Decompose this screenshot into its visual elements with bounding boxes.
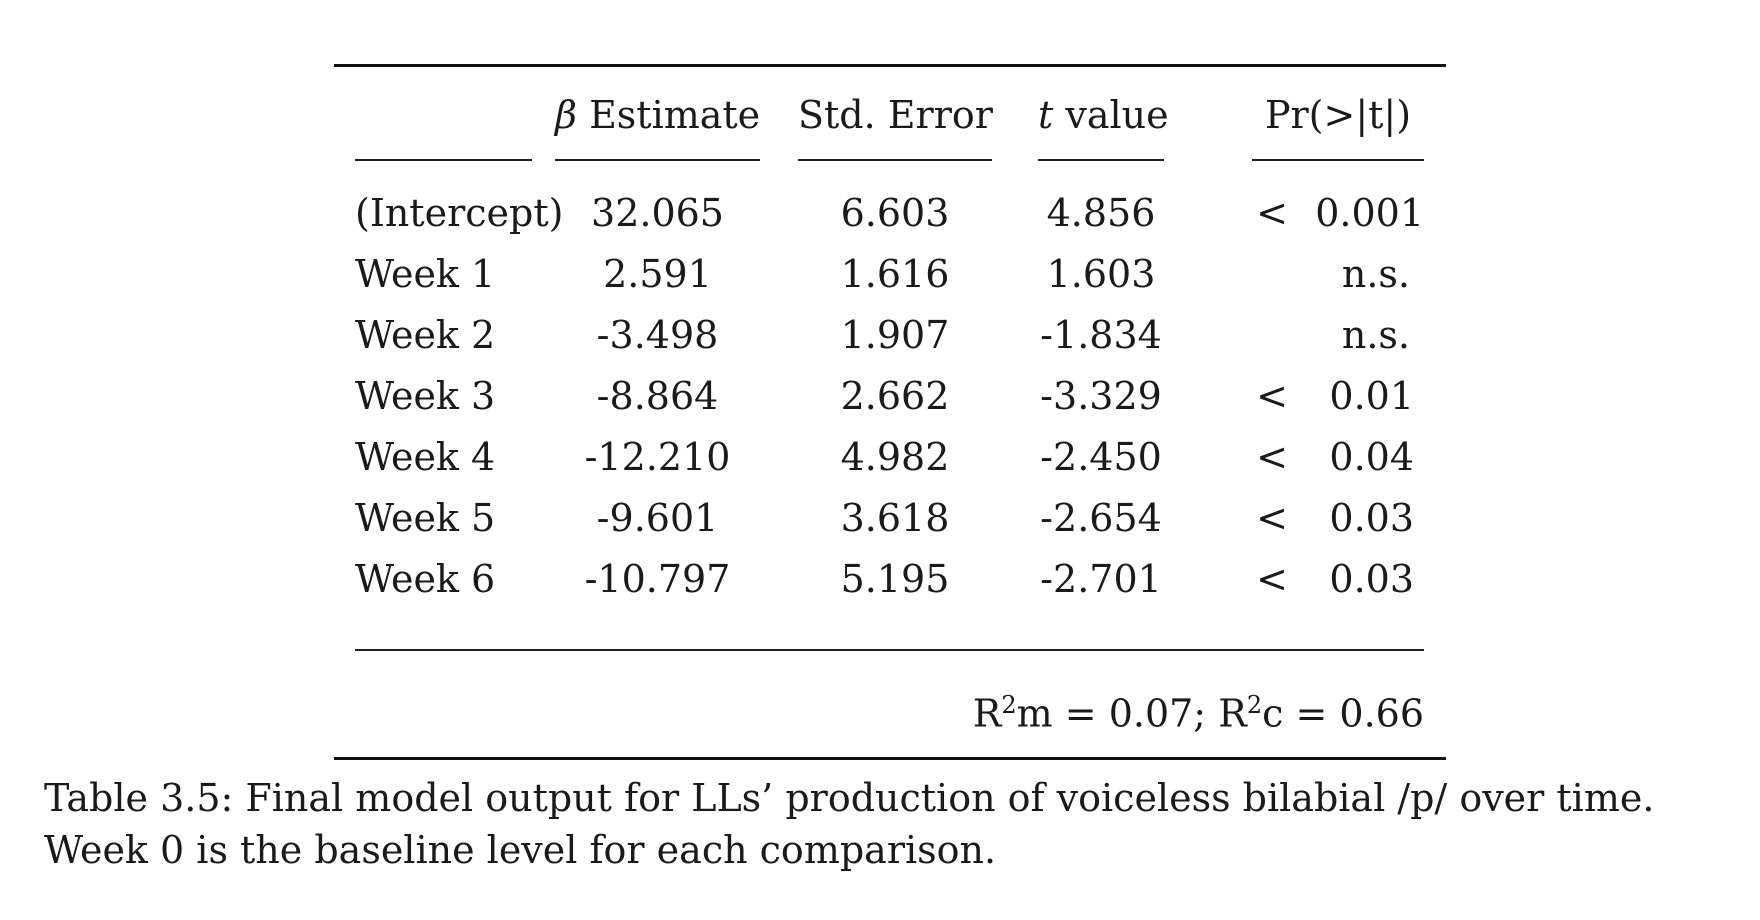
table-body: (Intercept) 32.065 6.603 4.856 < 0.001 W… — [334, 165, 1446, 601]
row-p-value: 0.03 — [1329, 557, 1414, 601]
table-row: Week 2 -3.498 1.907 -1.834 n.s. — [334, 313, 1446, 374]
row-estimate: 2.591 — [603, 252, 712, 296]
row-std-error: 1.616 — [840, 252, 950, 296]
table-row: Week 6 -10.797 5.195 -2.701 < 0.03 — [334, 557, 1446, 618]
table-row: Week 5 -9.601 3.618 -2.654 < 0.03 — [334, 496, 1446, 557]
row-less-than: < — [1256, 435, 1288, 479]
top-rule — [334, 64, 1446, 67]
row-estimate: -12.210 — [584, 435, 731, 479]
header-underline-std-error — [798, 159, 992, 161]
row-estimate: -3.498 — [596, 313, 719, 357]
row-label: Week 1 — [355, 252, 496, 296]
row-std-error: 3.618 — [840, 496, 950, 540]
table-row: Week 4 -12.210 4.982 -2.450 < 0.04 — [334, 435, 1446, 496]
row-t-value: -2.701 — [1040, 557, 1162, 601]
row-estimate: -9.601 — [596, 496, 719, 540]
row-std-error: 4.982 — [840, 435, 950, 479]
row-t-value: -2.450 — [1040, 435, 1162, 479]
row-p-value: n.s. — [1341, 252, 1410, 296]
row-estimate: 32.065 — [591, 191, 724, 235]
row-label: Week 2 — [355, 313, 496, 357]
table-row: Week 1 2.591 1.616 1.603 n.s. — [334, 252, 1446, 313]
row-p-value: 0.03 — [1329, 496, 1414, 540]
row-std-error: 6.603 — [840, 191, 950, 235]
row-label: (Intercept) — [355, 191, 564, 235]
header-t-value: t value — [1038, 93, 1169, 137]
row-p-value: n.s. — [1341, 313, 1410, 357]
row-t-value: 4.856 — [1046, 191, 1156, 235]
row-t-value: 1.603 — [1046, 252, 1156, 296]
row-t-value: -3.329 — [1040, 374, 1162, 418]
row-t-value: -1.834 — [1040, 313, 1162, 357]
bottom-rule — [334, 756, 1446, 760]
regression-table: β Estimate Std. Error t value Pr(>|t|) (… — [334, 64, 1446, 760]
row-label: Week 6 — [355, 557, 496, 601]
table-footer: R2m = 0.07; R2c = 0.66 — [334, 651, 1446, 757]
table-row: Week 3 -8.864 2.662 -3.329 < 0.01 — [334, 374, 1446, 435]
row-t-value: -2.654 — [1040, 496, 1162, 540]
header-underline-label — [355, 159, 532, 161]
row-estimate: -8.864 — [596, 374, 719, 418]
row-p-value: 0.01 — [1329, 374, 1414, 418]
row-p-value: 0.04 — [1329, 435, 1414, 479]
header-underline-t-value — [1038, 159, 1164, 161]
row-std-error: 1.907 — [840, 313, 950, 357]
row-std-error: 5.195 — [840, 557, 950, 601]
header-underline-estimate — [555, 159, 760, 161]
header-estimate: β Estimate — [555, 93, 761, 137]
row-label: Week 4 — [355, 435, 496, 479]
header-std-error: Std. Error — [798, 93, 993, 137]
r-squared-summary: R2m = 0.07; R2c = 0.66 — [972, 690, 1424, 736]
bottom-rule-thin — [355, 649, 1424, 651]
row-label: Week 3 — [355, 374, 496, 418]
row-less-than: < — [1256, 191, 1288, 235]
row-less-than: < — [1256, 496, 1288, 540]
table-caption: Table 3.5: Final model output for LLs’ p… — [44, 776, 1655, 872]
row-std-error: 2.662 — [840, 374, 950, 418]
header-underline-pr — [1252, 159, 1424, 161]
row-less-than: < — [1256, 557, 1288, 601]
header-pr: Pr(>|t|) — [1264, 93, 1412, 137]
table-row: (Intercept) 32.065 6.603 4.856 < 0.001 — [334, 191, 1446, 252]
row-label: Week 5 — [355, 496, 496, 540]
row-estimate: -10.797 — [584, 557, 731, 601]
row-p-value: 0.001 — [1315, 191, 1424, 235]
table-header: β Estimate Std. Error t value Pr(>|t|) — [334, 67, 1446, 165]
row-less-than: < — [1256, 374, 1288, 418]
